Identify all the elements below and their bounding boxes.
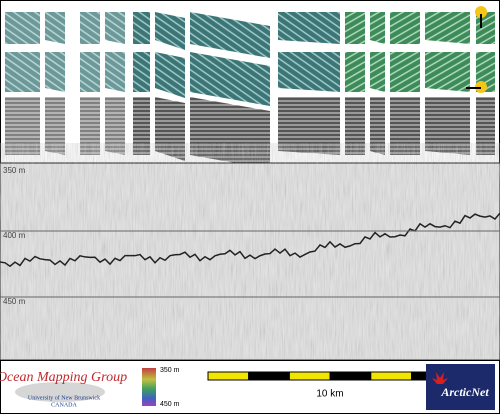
swath xyxy=(425,97,470,155)
swath xyxy=(345,52,365,92)
swath xyxy=(5,97,40,155)
seafloor xyxy=(0,212,500,268)
depth-label: 400 m xyxy=(3,231,26,240)
swath xyxy=(105,12,125,44)
scale-bar-segment xyxy=(329,371,372,381)
swath xyxy=(190,97,270,169)
color-bar xyxy=(142,368,156,406)
swath xyxy=(476,97,495,155)
swath xyxy=(133,52,150,92)
swath xyxy=(190,52,270,106)
swath xyxy=(425,52,470,92)
swath xyxy=(133,12,150,44)
scale-bar-segment xyxy=(248,371,290,381)
swath xyxy=(105,97,125,155)
swath xyxy=(80,52,100,92)
partner-logo xyxy=(426,364,495,410)
swath xyxy=(5,12,40,44)
swath xyxy=(278,97,340,155)
swath xyxy=(370,97,385,155)
swath xyxy=(45,12,65,44)
sun-icon xyxy=(475,6,487,18)
swath xyxy=(190,12,270,58)
swath xyxy=(5,52,40,92)
color-bar-top: 350 m xyxy=(160,367,180,374)
logo-university: University of New Brunswick xyxy=(28,394,100,401)
scale-bar xyxy=(207,371,453,381)
maple-leaf xyxy=(432,372,448,384)
swath xyxy=(390,12,420,44)
swath xyxy=(80,97,100,155)
swath xyxy=(105,52,125,92)
logo-title: Ocean Mapping Group xyxy=(0,370,127,385)
swath xyxy=(45,97,65,155)
swath xyxy=(45,52,65,92)
swath xyxy=(80,12,100,44)
swath-strips xyxy=(5,12,495,169)
color-bar-bottom: 450 m xyxy=(160,401,180,408)
logo-map xyxy=(15,382,105,402)
swath xyxy=(155,12,185,50)
swath xyxy=(155,97,185,161)
swath xyxy=(390,52,420,92)
depth-label: 450 m xyxy=(3,297,26,306)
swath xyxy=(133,97,150,155)
scale-bar-segment xyxy=(288,371,331,381)
swath xyxy=(278,52,340,92)
swath xyxy=(370,12,385,44)
partner-name: ArcticNet xyxy=(440,385,489,399)
swath xyxy=(155,52,185,98)
logo-country: CANADA xyxy=(51,402,77,408)
swath xyxy=(278,12,340,44)
swath xyxy=(370,52,385,92)
scale-bar-segment xyxy=(207,371,250,381)
swath xyxy=(345,12,365,44)
swath xyxy=(390,97,420,155)
swath xyxy=(345,97,365,155)
profile-noise xyxy=(0,163,500,360)
scale-bar-label: 10 km xyxy=(316,389,343,400)
depth-label: 350 m xyxy=(3,166,26,175)
scale-bar-segment xyxy=(370,371,412,381)
swath xyxy=(425,12,470,44)
